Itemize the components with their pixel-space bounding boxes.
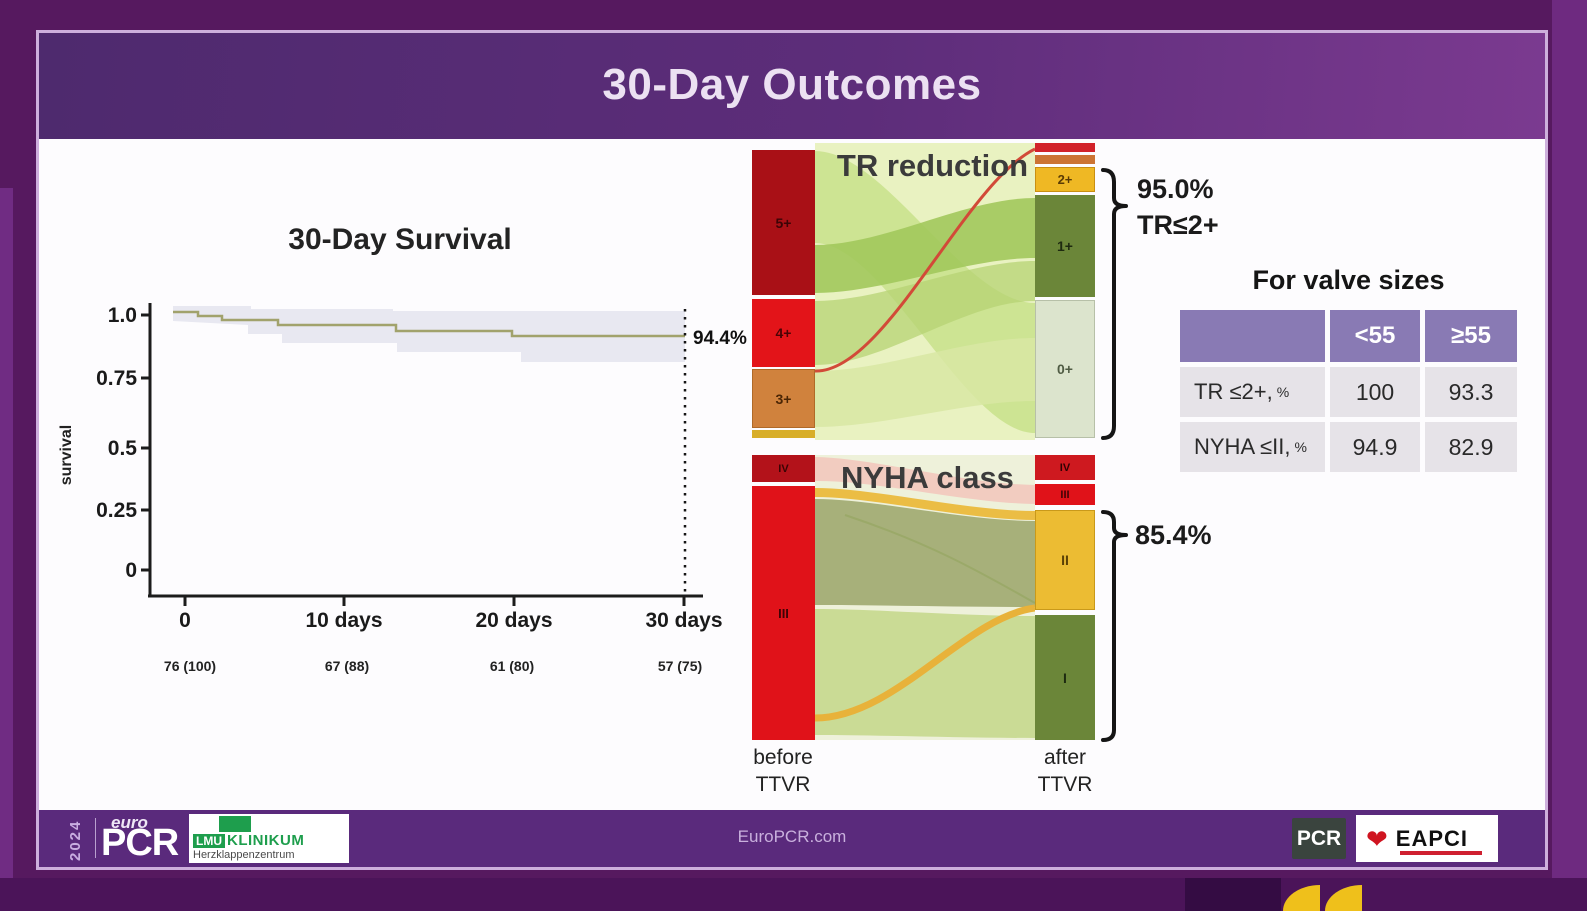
heart-icon: ❤ — [1366, 823, 1388, 854]
lmu-subtitle: Herzklappenzentrum — [193, 849, 295, 861]
tr-bracket-icon — [1101, 168, 1128, 440]
nyha-bracket-icon — [1101, 510, 1128, 742]
tr-after-4plus-strip — [1035, 143, 1095, 152]
nyha-before-iii-bar: III — [752, 486, 815, 740]
flow-ribbon — [815, 338, 1035, 427]
lmu-green-block-icon — [219, 816, 251, 832]
yellow-quote-icon — [1325, 885, 1362, 911]
nyha-title: NYHA class — [841, 460, 1014, 495]
tr-flow-svg — [815, 143, 1035, 440]
table-header-cell — [1180, 310, 1325, 362]
km-curve — [173, 310, 685, 338]
y-axis-title: survival — [58, 425, 75, 485]
tr-before-5plus-bar: 5+ — [752, 150, 815, 295]
nyha-after-iii-bar: III — [1035, 484, 1095, 505]
table-row-label: NYHA ≤II, % — [1180, 422, 1325, 472]
y-tick-marks — [141, 313, 150, 572]
europcr-logo-pcr: PCR — [101, 822, 179, 864]
y-tick-label: 0.75 — [96, 367, 137, 390]
x-tick-label: 20 days — [475, 609, 552, 632]
table-row-label: TR ≤2+, % — [1180, 367, 1325, 417]
tr-after-2plus-bar: 2+ — [1035, 167, 1095, 192]
pcr-logo: PCR — [1292, 818, 1346, 859]
bottom-dark-block — [1185, 878, 1281, 911]
table-cell: 100 — [1330, 367, 1420, 417]
valve-table-title: For valve sizes — [1252, 265, 1445, 295]
survival-endpoint-label: 94.4% — [693, 328, 747, 349]
tr-before-2plus-strip — [752, 430, 815, 438]
slide-title: 30-Day Outcomes — [602, 60, 982, 109]
nyha-annotation-pct: 85.4% — [1135, 520, 1212, 550]
after-ttvr-label: after TTVR — [1037, 746, 1093, 796]
flow-ribbon — [844, 514, 1035, 604]
title-banner: 30-Day Outcomes — [39, 33, 1545, 139]
slide: 30-Day Outcomes 30-Day Survival 1.0 0.75… — [36, 30, 1548, 870]
tr-before-4plus-bar: 4+ — [752, 299, 815, 367]
before-ttvr-label: before TTVR — [753, 746, 813, 796]
survival-chart-title: 30-Day Survival — [288, 223, 511, 256]
valve-size-block: For valve sizes <55 ≥55 TR ≤2+, % 100 93… — [1180, 265, 1530, 472]
nyha-before-iv-bar: IV — [752, 455, 815, 482]
flow-ribbon — [815, 488, 1035, 520]
table-header-cell: ≥55 — [1425, 310, 1517, 362]
flow-ribbon — [815, 609, 1035, 738]
nyha-after-i-bar: I — [1035, 615, 1095, 740]
nyha-after-iv-bar: IV — [1035, 455, 1095, 480]
eapci-logo: ❤ EAPCI — [1356, 815, 1498, 862]
at-risk-label: 76 (100) — [164, 658, 216, 674]
tr-after-0plus-bar: 0+ — [1035, 300, 1095, 438]
lmu-klinikum-text: KLINIKUM — [227, 832, 305, 849]
x-tick-marks — [183, 596, 686, 606]
lmu-klinikum-logo: LMU KLINIKUM Herzklappenzentrum — [189, 814, 349, 863]
background-left-strip — [0, 188, 13, 878]
flow-ribbon — [815, 198, 1035, 293]
x-tick-label: 10 days — [305, 609, 382, 632]
footer-bar: 2024 euro PCR LMU KLINIKUM Herzklappenze… — [39, 810, 1545, 867]
table-cell: 82.9 — [1425, 422, 1517, 472]
tr-worsening-line — [815, 147, 1035, 373]
bottom-band — [0, 878, 1587, 911]
tr-annotation-pct: 95.0% — [1137, 174, 1214, 204]
flow-ribbon — [815, 499, 1035, 607]
survival-chart: 30-Day Survival 1.0 0.75 0.5 0.25 0 surv… — [58, 223, 747, 674]
background-right-strip — [1552, 0, 1587, 911]
nyha-after-ii-bar: II — [1035, 510, 1095, 610]
eapci-tagline-bar — [1400, 851, 1482, 855]
at-risk-label: 57 (75) — [658, 658, 702, 674]
y-tick-label: 0.5 — [108, 437, 138, 460]
at-risk-label: 61 (80) — [490, 658, 534, 674]
tr-title: TR reduction — [836, 148, 1029, 183]
sankey-panel: 5+ 4+ 3+ 2+ 1+ 0+ TR reduction 95.0% TR≤… — [745, 138, 1219, 810]
confidence-band — [173, 306, 685, 362]
table-cell: 94.9 — [1330, 422, 1420, 472]
yellow-quote-icon — [1283, 885, 1320, 911]
y-tick-label: 1.0 — [108, 304, 137, 327]
tr-before-3plus-bar: 3+ — [752, 369, 815, 428]
lmu-chip: LMU — [193, 833, 225, 848]
footer-divider — [95, 818, 96, 858]
tr-annotation-sub: TR≤2+ — [1137, 210, 1219, 240]
footer-url: EuroPCR.com — [737, 827, 847, 846]
x-tick-label: 30 days — [645, 609, 722, 632]
x-tick-label: 0 — [179, 609, 191, 632]
at-risk-label: 67 (88) — [325, 658, 369, 674]
flow-ribbon — [815, 457, 1035, 504]
y-tick-label: 0 — [125, 559, 137, 582]
nyha-flow-svg — [815, 455, 1035, 740]
tr-after-1plus-bar: 1+ — [1035, 195, 1095, 297]
tr-after-3plus-strip — [1035, 155, 1095, 164]
eapci-text: EAPCI — [1395, 825, 1469, 851]
valve-table: <55 ≥55 TR ≤2+, % 100 93.3 NYHA ≤II, % 9… — [1180, 310, 1530, 472]
y-tick-label: 0.25 — [96, 499, 137, 522]
nyha-improvement-line — [815, 604, 1035, 722]
europcr-logo-euro: euro — [111, 813, 148, 832]
year-label: 2024 — [67, 819, 84, 861]
table-header-cell: <55 — [1330, 310, 1420, 362]
table-cell: 93.3 — [1425, 367, 1517, 417]
